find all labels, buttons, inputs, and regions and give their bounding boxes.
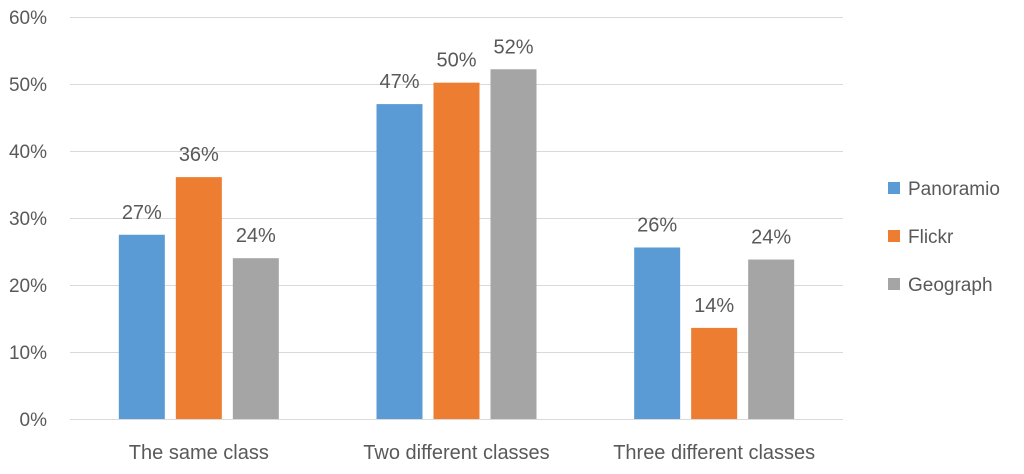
bars xyxy=(118,69,795,419)
y-axis-ticks: 0% 10% 20% 30% 40% 50% 60% xyxy=(9,8,47,431)
bar-flickr-2 xyxy=(433,82,480,419)
y-tick-label: 30% xyxy=(9,209,47,230)
legend-label-panoramio: Panoramio xyxy=(908,179,1000,200)
bar-flickr-1 xyxy=(175,177,222,419)
legend-label-geograph: Geograph xyxy=(908,275,993,296)
bar-geograph-3 xyxy=(748,259,795,419)
data-label: 24% xyxy=(236,225,276,247)
data-label: 24% xyxy=(751,227,791,249)
data-label: 47% xyxy=(379,71,419,93)
y-tick-label: 50% xyxy=(9,75,47,96)
legend-swatch-flickr xyxy=(888,230,900,242)
data-label: 52% xyxy=(493,36,533,58)
bar-geograph-2 xyxy=(490,69,537,419)
bar-geograph-1 xyxy=(232,258,279,419)
y-tick-label: 10% xyxy=(9,343,47,364)
data-labels: 27% 36% 24% 47% 50% 52% 26% 14% 24% xyxy=(122,36,792,317)
bar-flickr-3 xyxy=(691,327,738,419)
category-label: The same class xyxy=(129,442,269,464)
y-tick-label: 40% xyxy=(9,142,47,163)
x-axis-categories: The same class Two different classes Three… xyxy=(129,442,815,464)
legend: Panoramio Flickr Geograph xyxy=(888,179,1000,296)
legend-swatch-panoramio xyxy=(888,182,900,194)
category-label: Two different classes xyxy=(363,442,549,464)
data-label: 26% xyxy=(637,214,677,236)
data-label: 50% xyxy=(436,50,476,72)
y-tick-label: 60% xyxy=(9,8,47,29)
y-tick-label: 0% xyxy=(20,410,48,431)
category-label: Three different classes xyxy=(613,442,815,464)
bar-panoramio-3 xyxy=(634,247,681,419)
legend-swatch-geograph xyxy=(888,278,900,290)
data-label: 14% xyxy=(694,295,734,317)
bar-panoramio-2 xyxy=(376,104,423,419)
data-label: 27% xyxy=(122,202,162,224)
bar-panoramio-1 xyxy=(118,234,165,419)
data-label: 36% xyxy=(179,144,219,166)
legend-label-flickr: Flickr xyxy=(908,227,954,248)
y-tick-label: 20% xyxy=(9,276,47,297)
